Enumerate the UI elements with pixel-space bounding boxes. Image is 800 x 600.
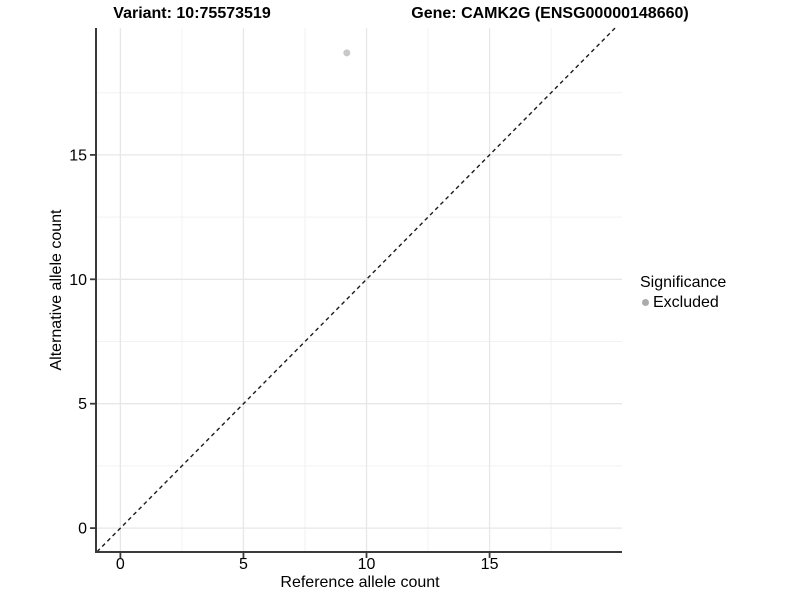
excluded-point-icon xyxy=(642,299,649,306)
data-point xyxy=(343,49,351,57)
legend-item-excluded: Excluded xyxy=(640,293,726,312)
x-tick-label: 0 xyxy=(116,556,125,573)
y-axis-title: Alternative allele count xyxy=(48,209,65,371)
y-tick-label: 0 xyxy=(78,521,87,538)
legend-title: Significance xyxy=(640,274,727,291)
x-tick-label: 10 xyxy=(358,556,376,573)
x-tick-label: 15 xyxy=(481,556,499,573)
y-tick-label: 10 xyxy=(69,272,87,289)
identity-line xyxy=(96,27,616,553)
legend: Significance Excluded xyxy=(640,273,726,312)
x-axis-title: Reference allele count xyxy=(280,574,440,591)
gene-title: Gene: CAMK2G (ENSG00000148660) xyxy=(411,5,689,22)
variant-title: Variant: 10:75573519 xyxy=(113,5,271,22)
legend-item-label: Excluded xyxy=(653,294,719,311)
y-tick-label: 5 xyxy=(78,396,87,413)
x-tick-label: 5 xyxy=(239,556,248,573)
y-tick-label: 15 xyxy=(69,147,87,164)
